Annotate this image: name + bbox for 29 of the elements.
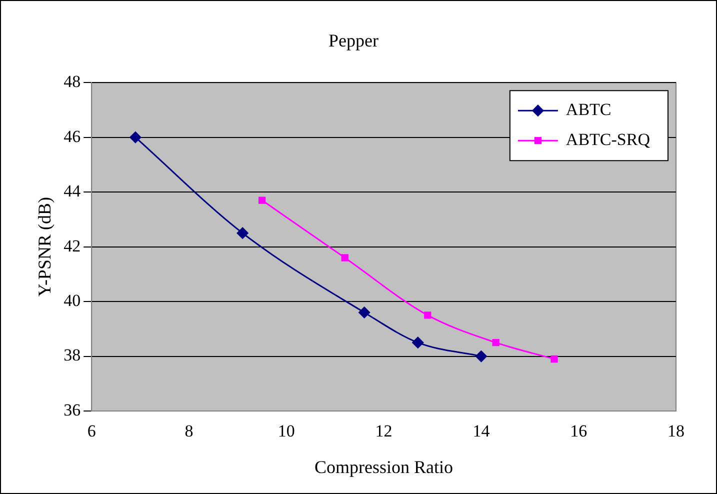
- y-tick-label: 40: [64, 291, 81, 310]
- x-tick-label: 16: [570, 422, 588, 441]
- point: [341, 254, 348, 262]
- y-tick-label: 48: [64, 72, 81, 92]
- x-tick-label: 18: [668, 422, 684, 441]
- x-tick-label: 10: [278, 422, 295, 441]
- point: [358, 306, 370, 318]
- chart-title: Pepper: [328, 30, 378, 51]
- point: [258, 196, 266, 204]
- x-tick-label: 6: [87, 422, 96, 441]
- point: [550, 355, 558, 363]
- x-tick-label: 12: [375, 422, 392, 441]
- y-tick-label: 42: [64, 236, 81, 256]
- y-tick-label: 46: [64, 126, 81, 146]
- y-tick-label: 44: [64, 182, 82, 201]
- point: [236, 227, 248, 239]
- point: [424, 312, 432, 319]
- y-tick-label: 36: [64, 400, 81, 420]
- y-tick-label: 38: [64, 346, 81, 365]
- point: [475, 350, 487, 362]
- point: [412, 336, 424, 348]
- x-tick-label: 14: [472, 422, 490, 441]
- legend-label: ABTC-SRQ: [566, 130, 650, 150]
- y-axis-title: Y-PSNR (dB): [34, 197, 55, 297]
- x-axis-title: Compression Ratio: [314, 456, 454, 477]
- x-tick-label: 8: [184, 422, 194, 441]
- legend-label: ABTC: [566, 100, 612, 120]
- point: [130, 132, 142, 144]
- point: [492, 339, 500, 346]
